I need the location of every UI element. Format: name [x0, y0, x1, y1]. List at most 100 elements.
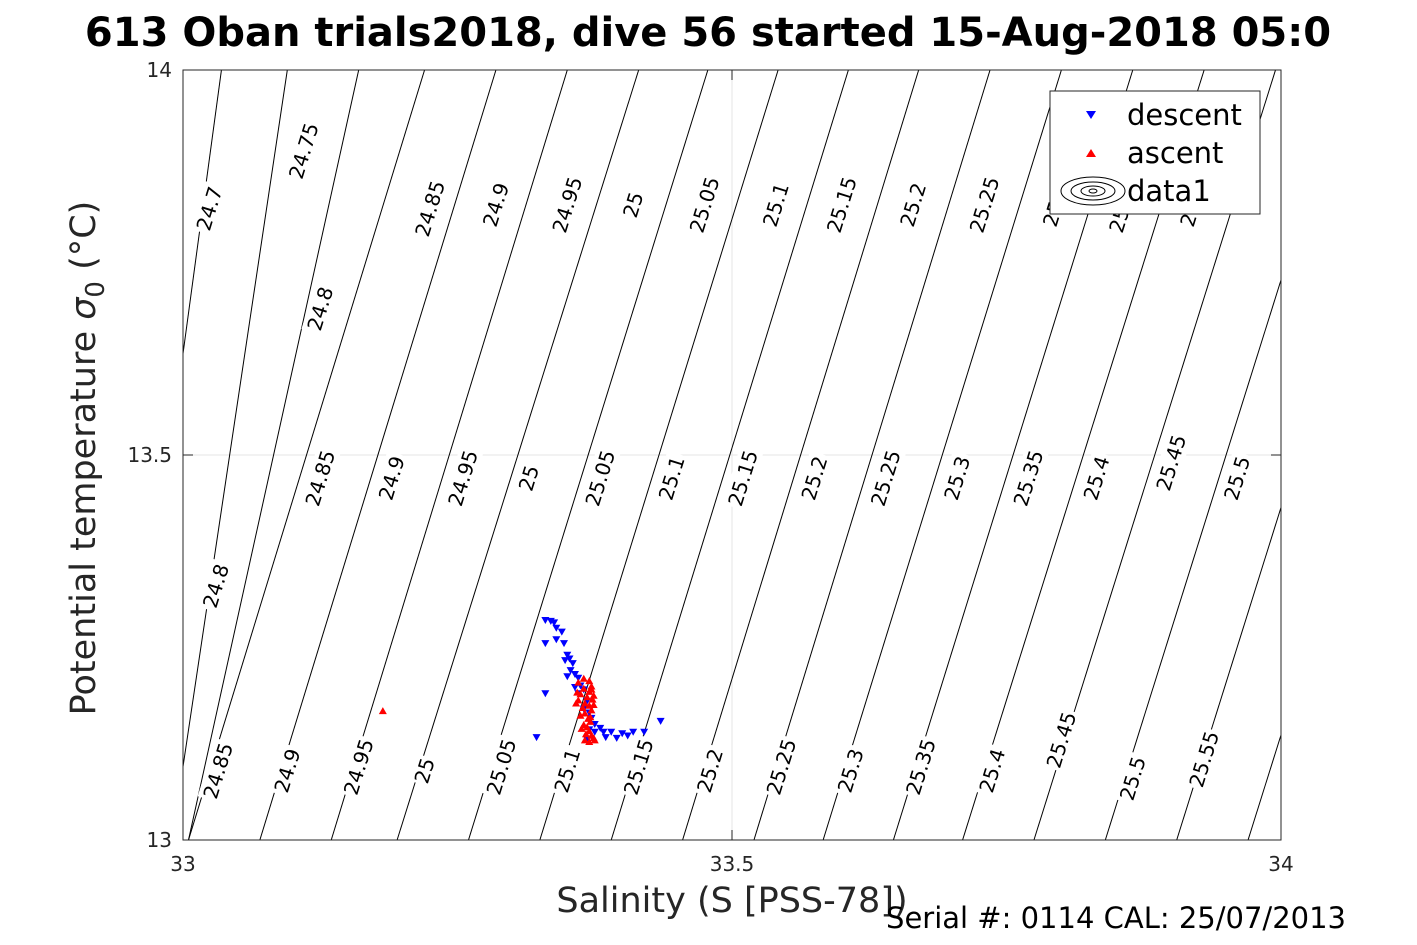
- contour-label-background: [477, 177, 515, 233]
- density-contour-25.05: [468, 70, 709, 840]
- ascent-point: [573, 688, 582, 696]
- contour-label-background: [442, 445, 484, 511]
- contour-label-background: [684, 172, 726, 238]
- contour-label-background: [760, 734, 802, 800]
- contour-label-background: [1150, 430, 1192, 496]
- contour-label-background: [299, 445, 341, 511]
- contour-label-25: 25: [408, 753, 441, 788]
- contour-label-background: [1218, 450, 1256, 506]
- contour-label-background: [197, 738, 239, 804]
- y-axis-label: Potential temperature σ0 (°C): [64, 201, 111, 716]
- x-tick-label: 33.5: [710, 852, 755, 876]
- density-contour-25.2: [682, 70, 920, 840]
- descent-point: [566, 667, 575, 675]
- density-contour-25.15: [610, 70, 849, 840]
- contour-label-background: [821, 172, 863, 238]
- descent-point: [618, 730, 627, 738]
- ascent-point: [589, 700, 598, 708]
- ascent-point: [572, 699, 581, 707]
- descent-point: [623, 732, 632, 740]
- descent-point: [607, 728, 616, 736]
- density-contour-25.3: [822, 70, 1062, 840]
- contour-label-background: [938, 450, 976, 506]
- contour-label-background: [268, 743, 307, 799]
- ascent-point: [579, 684, 588, 692]
- ascent-point: [589, 691, 598, 699]
- descent-point: [565, 655, 574, 663]
- density-contour-25.1: [539, 70, 779, 840]
- legend-box: [1049, 90, 1261, 215]
- ascent-point: [586, 713, 595, 721]
- ascent-point: [576, 711, 585, 719]
- contour-label-background: [338, 734, 380, 800]
- descent-point: [563, 651, 572, 659]
- descent-point: [532, 734, 541, 742]
- descent-point: [560, 640, 569, 648]
- ascent-point: [574, 678, 583, 686]
- ascent-point: [585, 677, 594, 685]
- contour-label-background: [548, 743, 587, 799]
- contour-label-background: [900, 734, 942, 800]
- ascent-point: [378, 707, 387, 715]
- legend-descent-label: descent: [1127, 98, 1242, 132]
- descent-point: [561, 657, 570, 665]
- legend: descent ascent data1: [1049, 90, 1261, 215]
- y-axis-label-subscript: 0: [81, 281, 111, 298]
- descent-legend-marker: [1086, 111, 1096, 119]
- y-axis-label-unit: (°C): [64, 201, 104, 281]
- descent-point: [552, 624, 561, 632]
- contour-label-25.1: 25.1: [757, 177, 795, 233]
- density-contour-24.75: [183, 70, 288, 771]
- contour-label-background: [1183, 726, 1225, 792]
- descent-point: [550, 619, 559, 627]
- ascent-point: [579, 674, 588, 682]
- ascent-point: [590, 736, 599, 744]
- ascent-point: [587, 706, 596, 714]
- descent-point: [590, 728, 599, 736]
- ascent-point: [588, 695, 597, 703]
- descent-point: [541, 640, 550, 648]
- ascent-point: [587, 685, 596, 693]
- density-contour-24.85: [188, 70, 426, 840]
- x-tick-label: 33: [170, 852, 195, 876]
- descent-point: [557, 628, 566, 636]
- contour-label-background: [372, 450, 411, 506]
- y-tick-label: 14: [147, 58, 172, 82]
- density-contour-25.25: [753, 70, 991, 840]
- ascent-legend-marker: [1086, 149, 1096, 157]
- descent-point: [601, 734, 610, 742]
- density-contour-24.9: [259, 70, 497, 840]
- contour-label-background: [1007, 445, 1049, 511]
- contour-label-background: [652, 450, 691, 506]
- density-contour-25.5: [1104, 278, 1281, 840]
- contour-label-background: [757, 177, 795, 233]
- contour-label-25: 25: [513, 461, 545, 496]
- y-tick-label: 13.5: [127, 443, 172, 467]
- descent-point: [656, 717, 665, 725]
- contour-legend-icon: [1060, 176, 1126, 206]
- x-axis-label: Salinity (S [PSS-78]): [556, 881, 907, 921]
- contour-label-background: [964, 172, 1006, 238]
- legend-ascent-label: ascent: [1127, 136, 1223, 170]
- contour-label-background: [409, 175, 451, 242]
- contour-label-background: [831, 743, 870, 799]
- contour-label-background: [894, 177, 933, 233]
- contour-label-background: [1077, 450, 1116, 506]
- contour-label-background: [480, 734, 522, 800]
- descent-point: [640, 728, 649, 736]
- descent-point: [574, 674, 583, 682]
- contour-label-background: [546, 172, 588, 238]
- descent-point: [541, 617, 550, 625]
- descent-point: [612, 734, 621, 742]
- descent-point: [599, 728, 608, 736]
- contour-label-background: [618, 734, 660, 800]
- density-contour-24.8: [188, 70, 360, 840]
- contour-label-background: [617, 187, 649, 222]
- ascent-point: [581, 730, 590, 738]
- descent-point: [629, 728, 638, 736]
- contour-label-background: [197, 558, 235, 614]
- contour-label-background: [691, 743, 729, 799]
- data-points: [378, 617, 665, 745]
- ascent-point: [580, 709, 589, 717]
- descent-point: [570, 670, 579, 678]
